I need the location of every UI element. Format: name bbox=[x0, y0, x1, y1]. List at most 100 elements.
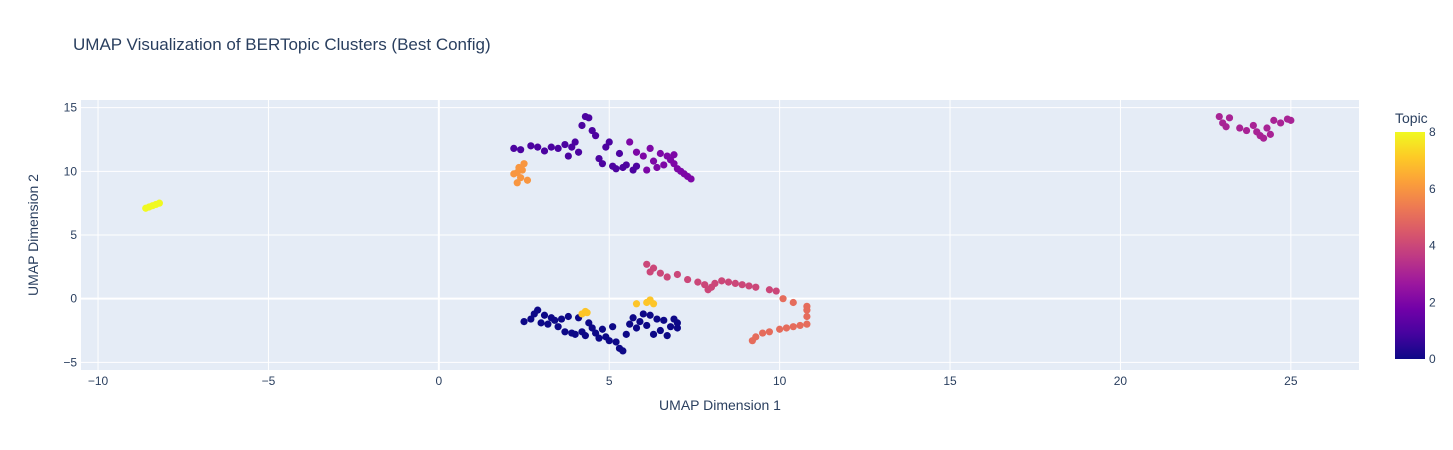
scatter-point bbox=[656, 326, 664, 335]
scatter-point bbox=[622, 330, 630, 338]
scatter-point bbox=[649, 330, 658, 338]
scatter-point bbox=[510, 144, 518, 152]
scatter-point bbox=[745, 282, 753, 290]
scatter-point bbox=[605, 337, 613, 345]
scatter-point bbox=[765, 328, 774, 336]
colorbar-tick-label: 6 bbox=[1429, 182, 1436, 196]
scatter-point bbox=[789, 298, 797, 307]
scatter-point bbox=[534, 143, 542, 151]
x-tick-labels: −10 −5 0 5 10 15 20 25 bbox=[88, 374, 1298, 388]
scatter-point bbox=[595, 154, 603, 163]
scatter-point bbox=[803, 312, 811, 321]
x-tick-label: −10 bbox=[88, 374, 109, 388]
scatter-point bbox=[554, 144, 562, 152]
x-axis-title: UMAP Dimension 1 bbox=[659, 397, 781, 413]
scatter-point bbox=[694, 278, 702, 286]
scatter-point bbox=[643, 260, 651, 268]
scatter-point bbox=[520, 160, 528, 168]
chart-title: UMAP Visualization of BERTopic Clusters … bbox=[73, 35, 491, 54]
scatter-point bbox=[571, 138, 579, 146]
scatter-point bbox=[660, 316, 668, 324]
scatter-point bbox=[653, 315, 661, 323]
scatter-point bbox=[660, 161, 668, 169]
scatter-point bbox=[765, 286, 774, 294]
colorbar-tick-label: 8 bbox=[1429, 125, 1436, 139]
scatter-point bbox=[649, 264, 658, 272]
scatter-point bbox=[738, 281, 746, 289]
scatter-point bbox=[585, 319, 593, 327]
scatter-point bbox=[789, 323, 797, 331]
scatter-point bbox=[718, 277, 726, 285]
scatter-point bbox=[534, 306, 542, 314]
scatter-point bbox=[782, 324, 791, 332]
scatter-point bbox=[588, 126, 596, 135]
colorbar: Topic 0 2 4 6 8 bbox=[1395, 110, 1436, 366]
scatter-point bbox=[626, 138, 634, 146]
y-tick-label: −5 bbox=[63, 355, 77, 369]
scatter-point bbox=[673, 319, 682, 327]
scatter-point bbox=[1222, 123, 1230, 131]
scatter-point bbox=[583, 309, 591, 317]
scatter-point bbox=[684, 275, 692, 284]
x-tick-label: 25 bbox=[1284, 374, 1298, 388]
colorbar-tick-labels: 0 2 4 6 8 bbox=[1429, 125, 1436, 366]
scatter-point bbox=[517, 174, 525, 182]
scatter-point bbox=[561, 328, 569, 336]
scatter-point bbox=[527, 142, 535, 150]
colorbar-tick-label: 0 bbox=[1429, 352, 1436, 366]
scatter-point bbox=[540, 311, 549, 319]
scatter-point bbox=[704, 286, 712, 294]
scatter-point bbox=[155, 199, 163, 207]
scatter-point bbox=[568, 143, 576, 151]
scatter-point bbox=[1242, 126, 1251, 135]
scatter-point bbox=[724, 278, 733, 286]
scatter-point bbox=[602, 143, 610, 151]
scatter-point bbox=[1259, 134, 1268, 142]
scatter-point bbox=[632, 148, 641, 156]
x-tick-label: 15 bbox=[943, 374, 957, 388]
scatter-point bbox=[752, 283, 760, 291]
scatter-point bbox=[1263, 124, 1271, 132]
scatter-point bbox=[670, 151, 678, 159]
scatter-point bbox=[796, 321, 804, 330]
scatter-point bbox=[622, 161, 630, 169]
scatter-point bbox=[554, 323, 562, 331]
scatter-point bbox=[752, 333, 760, 341]
scatter-point bbox=[605, 138, 613, 146]
scatter-point bbox=[537, 319, 545, 327]
scatter-point bbox=[551, 316, 559, 324]
scatter-point bbox=[527, 315, 535, 323]
scatter-point bbox=[513, 179, 521, 187]
scatter-point bbox=[564, 312, 572, 321]
colorbar-tick-label: 2 bbox=[1429, 295, 1436, 309]
scatter-point bbox=[615, 149, 624, 158]
y-tick-label: 5 bbox=[70, 228, 77, 242]
scatter-point bbox=[1287, 116, 1295, 124]
scatter-point bbox=[663, 332, 671, 340]
scatter-point bbox=[1277, 119, 1285, 127]
scatter-point bbox=[632, 300, 641, 308]
scatter-point bbox=[711, 279, 719, 287]
scatter-point bbox=[646, 311, 654, 319]
scatter-point bbox=[649, 300, 658, 308]
scatter-point bbox=[557, 315, 566, 323]
scatter-point bbox=[656, 269, 664, 277]
scatter-point bbox=[592, 329, 600, 337]
scatter-point bbox=[779, 295, 787, 303]
scatter-point bbox=[639, 310, 647, 318]
scatter-point bbox=[1266, 130, 1274, 138]
scatter-point bbox=[649, 157, 658, 165]
y-axis-title: UMAP Dimension 2 bbox=[25, 174, 41, 296]
scatter-point bbox=[523, 176, 532, 184]
x-tick-label: 20 bbox=[1114, 374, 1128, 388]
scatter-point bbox=[687, 175, 695, 183]
scatter-point bbox=[578, 121, 586, 130]
colorbar-tick-label: 4 bbox=[1429, 239, 1436, 253]
x-tick-label: −5 bbox=[262, 374, 276, 388]
scatter-point bbox=[547, 143, 555, 151]
scatter-point bbox=[626, 320, 634, 328]
scatter-point bbox=[639, 152, 647, 160]
y-tick-label: 10 bbox=[64, 164, 78, 178]
